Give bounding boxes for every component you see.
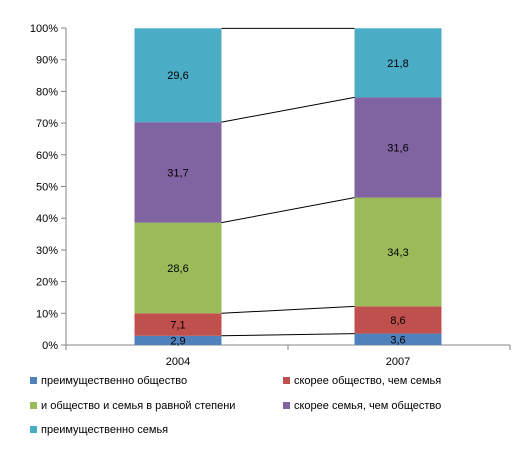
data-label: 2,9 [170, 335, 185, 347]
bar-segment [134, 335, 222, 345]
legend-swatch [283, 402, 290, 409]
legend-label: преимущественно общество [41, 375, 187, 387]
bar-segment [354, 97, 442, 198]
series-line [221, 333, 355, 337]
x-tick-label: 2004 [166, 356, 190, 368]
bar-segment [134, 122, 222, 223]
y-tick-label: 40% [36, 213, 58, 225]
y-tick-label: 10% [36, 308, 58, 320]
legend-label: преимущественно семья [41, 424, 168, 436]
legend-swatch [30, 426, 37, 433]
bar-segment [354, 28, 442, 98]
y-tick-label: 60% [36, 150, 58, 162]
data-labels: 2,9 3,6 7,1 8,6 28,6 34,3 31,7 31,6 29,6 21,8 [167, 58, 408, 348]
legend-swatch [30, 377, 37, 384]
data-label: 31,7 [167, 167, 188, 179]
bar-segment [354, 333, 442, 345]
y-tick-label: 50% [36, 182, 58, 194]
series-line [221, 197, 355, 224]
data-label: 7,1 [170, 320, 185, 332]
y-tick-label: 80% [36, 86, 58, 98]
axes: 0% 10% 20% 30% 40% 50% 60% 70% 80% 90% 100% 2004 200… [30, 23, 511, 368]
y-tick-label: 100% [30, 23, 58, 35]
series-line [221, 96, 355, 123]
bar-segment [354, 197, 442, 307]
data-label: 31,6 [387, 143, 408, 155]
legend-label: и общество и семья в равной степени [41, 400, 235, 412]
y-tick-label: 0% [42, 340, 58, 352]
bar-segment [134, 28, 222, 123]
bar-segment [354, 306, 442, 334]
legend-swatch [30, 402, 37, 409]
data-label: 8,6 [390, 315, 405, 327]
legend: преимущественно общество скорее общество,… [30, 375, 441, 436]
y-tick-label: 30% [36, 245, 58, 257]
legend-label: скорее семья, чем общество [294, 400, 441, 412]
bars [134, 28, 442, 345]
data-label: 29,6 [167, 70, 188, 82]
bar-segment [134, 222, 222, 314]
y-tick-label: 70% [36, 118, 58, 130]
data-label: 3,6 [390, 334, 405, 346]
legend-label: скорее общество, чем семья [294, 375, 441, 387]
series-connector-lines [221, 27, 355, 337]
data-label: 28,6 [167, 263, 188, 275]
bar-segment [134, 313, 222, 336]
y-tick-label: 90% [36, 55, 58, 67]
series-line [221, 305, 355, 314]
data-label: 21,8 [387, 58, 408, 70]
y-tick-label: 20% [36, 277, 58, 289]
data-label: 34,3 [387, 247, 408, 259]
x-tick-label: 2007 [386, 356, 410, 368]
legend-swatch [283, 377, 290, 384]
